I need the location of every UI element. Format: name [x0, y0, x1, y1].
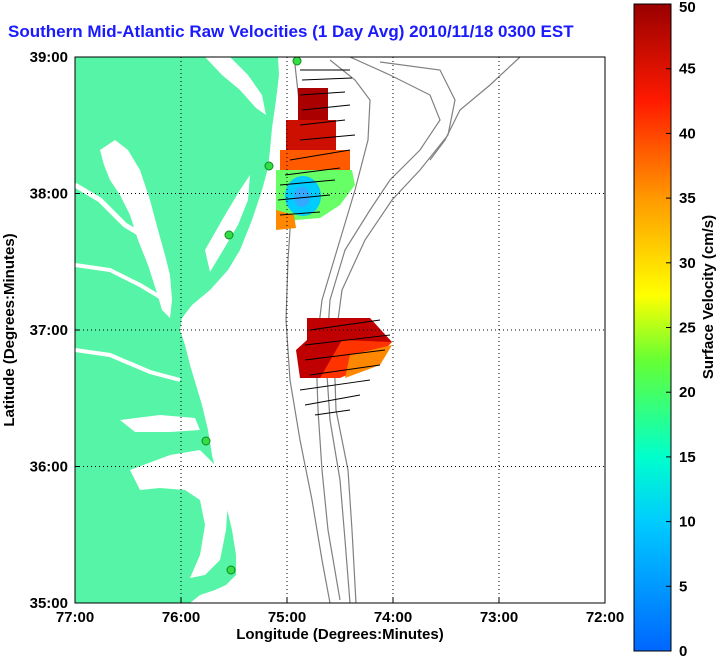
colorbar-ticks: 0 5 10 15 20 25 30 35 40 45 50: [666, 0, 696, 659]
colorbar-tick-label: 0: [679, 643, 687, 659]
colorbar-tick-label: 50: [679, 0, 696, 16]
colorbar-tick-label: 10: [679, 514, 696, 531]
albemarle-sound: [120, 415, 200, 432]
x-tick-label: 73:00: [480, 609, 518, 626]
pamlico-sound: [130, 450, 228, 578]
y-axis-label: Latitude (Degrees:Minutes): [1, 233, 18, 426]
delmarva-water: [205, 175, 250, 272]
x-tick-label: 77:00: [56, 609, 94, 626]
y-tick-label: 39:00: [30, 49, 68, 66]
colorbar-tick-label: 15: [679, 449, 696, 466]
y-tick-label: 36:00: [30, 459, 68, 476]
x-tick-label: 74:00: [374, 609, 412, 626]
river-1: [75, 182, 152, 243]
x-axis-label: Longitude (Degrees:Minutes): [236, 626, 444, 643]
grid: [75, 57, 605, 603]
river-2: [75, 263, 167, 302]
colorbar-tick-label: 20: [679, 384, 696, 401]
river-3: [75, 348, 181, 382]
chart-title: Southern Mid-Atlantic Raw Velocities (1 …: [8, 22, 574, 41]
y-tick-label: 35:00: [30, 595, 68, 612]
y-tick-label: 37:00: [30, 322, 68, 339]
x-tick-labels: 77:00 76:00 75:00 74:00 73:00 72:00: [56, 598, 624, 626]
colorbar-tick-label: 25: [679, 320, 696, 337]
velocity-vectors: [277, 69, 391, 416]
colorbar-tick-label: 40: [679, 125, 696, 142]
colorbar-tick-label: 45: [679, 61, 696, 78]
velocity-field-south: [296, 318, 392, 378]
delaware-bay: [205, 57, 266, 115]
colorbar-tick-label: 5: [679, 578, 687, 595]
colorbar-tick-label: 35: [679, 190, 696, 207]
colorbar: [633, 3, 672, 652]
x-tick-label: 72:00: [586, 609, 624, 626]
y-tick-label: 38:00: [30, 186, 68, 203]
x-tick-label: 76:00: [162, 609, 200, 626]
colorbar-tick-label: 30: [679, 255, 696, 272]
x-tick-label: 75:00: [268, 609, 306, 626]
stations: [201, 57, 302, 575]
colorbar-label: Surface Velocity (cm/s): [700, 215, 717, 379]
y-tick-labels: 39:00 38:00 37:00 36:00 35:00: [30, 49, 80, 612]
